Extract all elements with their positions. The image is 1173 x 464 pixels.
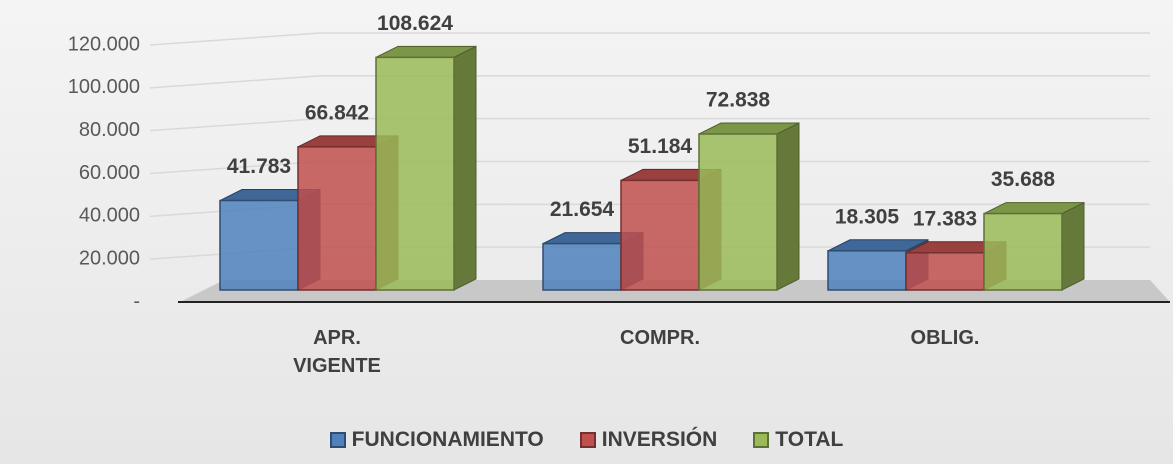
- bar: [375, 45, 477, 291]
- grid-line: [149, 75, 1150, 89]
- bar: [983, 201, 1085, 291]
- legend-label: TOTAL: [775, 428, 844, 451]
- bar-front: [375, 56, 455, 291]
- y-tick-label: 100.000: [68, 76, 140, 98]
- data-label: 41.783: [227, 155, 291, 178]
- data-label: 108.624: [377, 12, 453, 35]
- bar-front: [219, 199, 299, 291]
- data-label: 21.654: [550, 198, 615, 221]
- data-label: 18.305: [835, 205, 900, 228]
- y-tick-label: 20.000: [79, 247, 140, 269]
- bar-front: [542, 242, 622, 291]
- data-label: 72.838: [706, 89, 771, 112]
- legend-item: TOTAL: [753, 428, 843, 452]
- legend-label: FUNCIONAMIENTO: [351, 428, 544, 451]
- legend: FUNCIONAMIENTO INVERSIÓN TOTAL: [0, 428, 1173, 452]
- data-label: 17.383: [913, 207, 977, 230]
- y-tick-label: 80.000: [79, 119, 140, 141]
- bar: [698, 122, 800, 291]
- x-tick-label: APR. VIGENTE: [293, 327, 381, 377]
- grid-line: [149, 32, 1150, 46]
- y-tick-label: 60.000: [79, 162, 140, 184]
- legend-swatch: [579, 432, 596, 448]
- y-tick-label: 40.000: [79, 205, 140, 227]
- y-tick-label: 120.000: [68, 33, 140, 55]
- bar-front: [983, 212, 1063, 291]
- bar-front: [620, 179, 700, 291]
- bar-front: [297, 146, 377, 291]
- legend-label: INVERSIÓN: [601, 428, 718, 451]
- grid-line: [149, 117, 1150, 132]
- bar-side: [453, 45, 477, 291]
- bar-front: [905, 252, 985, 291]
- bar-side: [776, 122, 800, 291]
- bar-front: [827, 250, 907, 291]
- data-label: 35.688: [991, 168, 1056, 191]
- bar-side: [1061, 201, 1085, 291]
- data-label: 51.184: [628, 135, 693, 158]
- x-tick-label: COMPR.: [620, 327, 700, 349]
- legend-swatch: [329, 432, 346, 448]
- data-label: 66.842: [305, 101, 369, 124]
- legend-swatch: [753, 432, 770, 448]
- y-tick-label: -: [133, 290, 140, 312]
- legend-item: FUNCIONAMIENTO: [329, 428, 544, 452]
- x-tick-label: OBLIG.: [910, 327, 980, 349]
- legend-item: INVERSIÓN: [579, 428, 718, 452]
- bar-front: [698, 133, 778, 291]
